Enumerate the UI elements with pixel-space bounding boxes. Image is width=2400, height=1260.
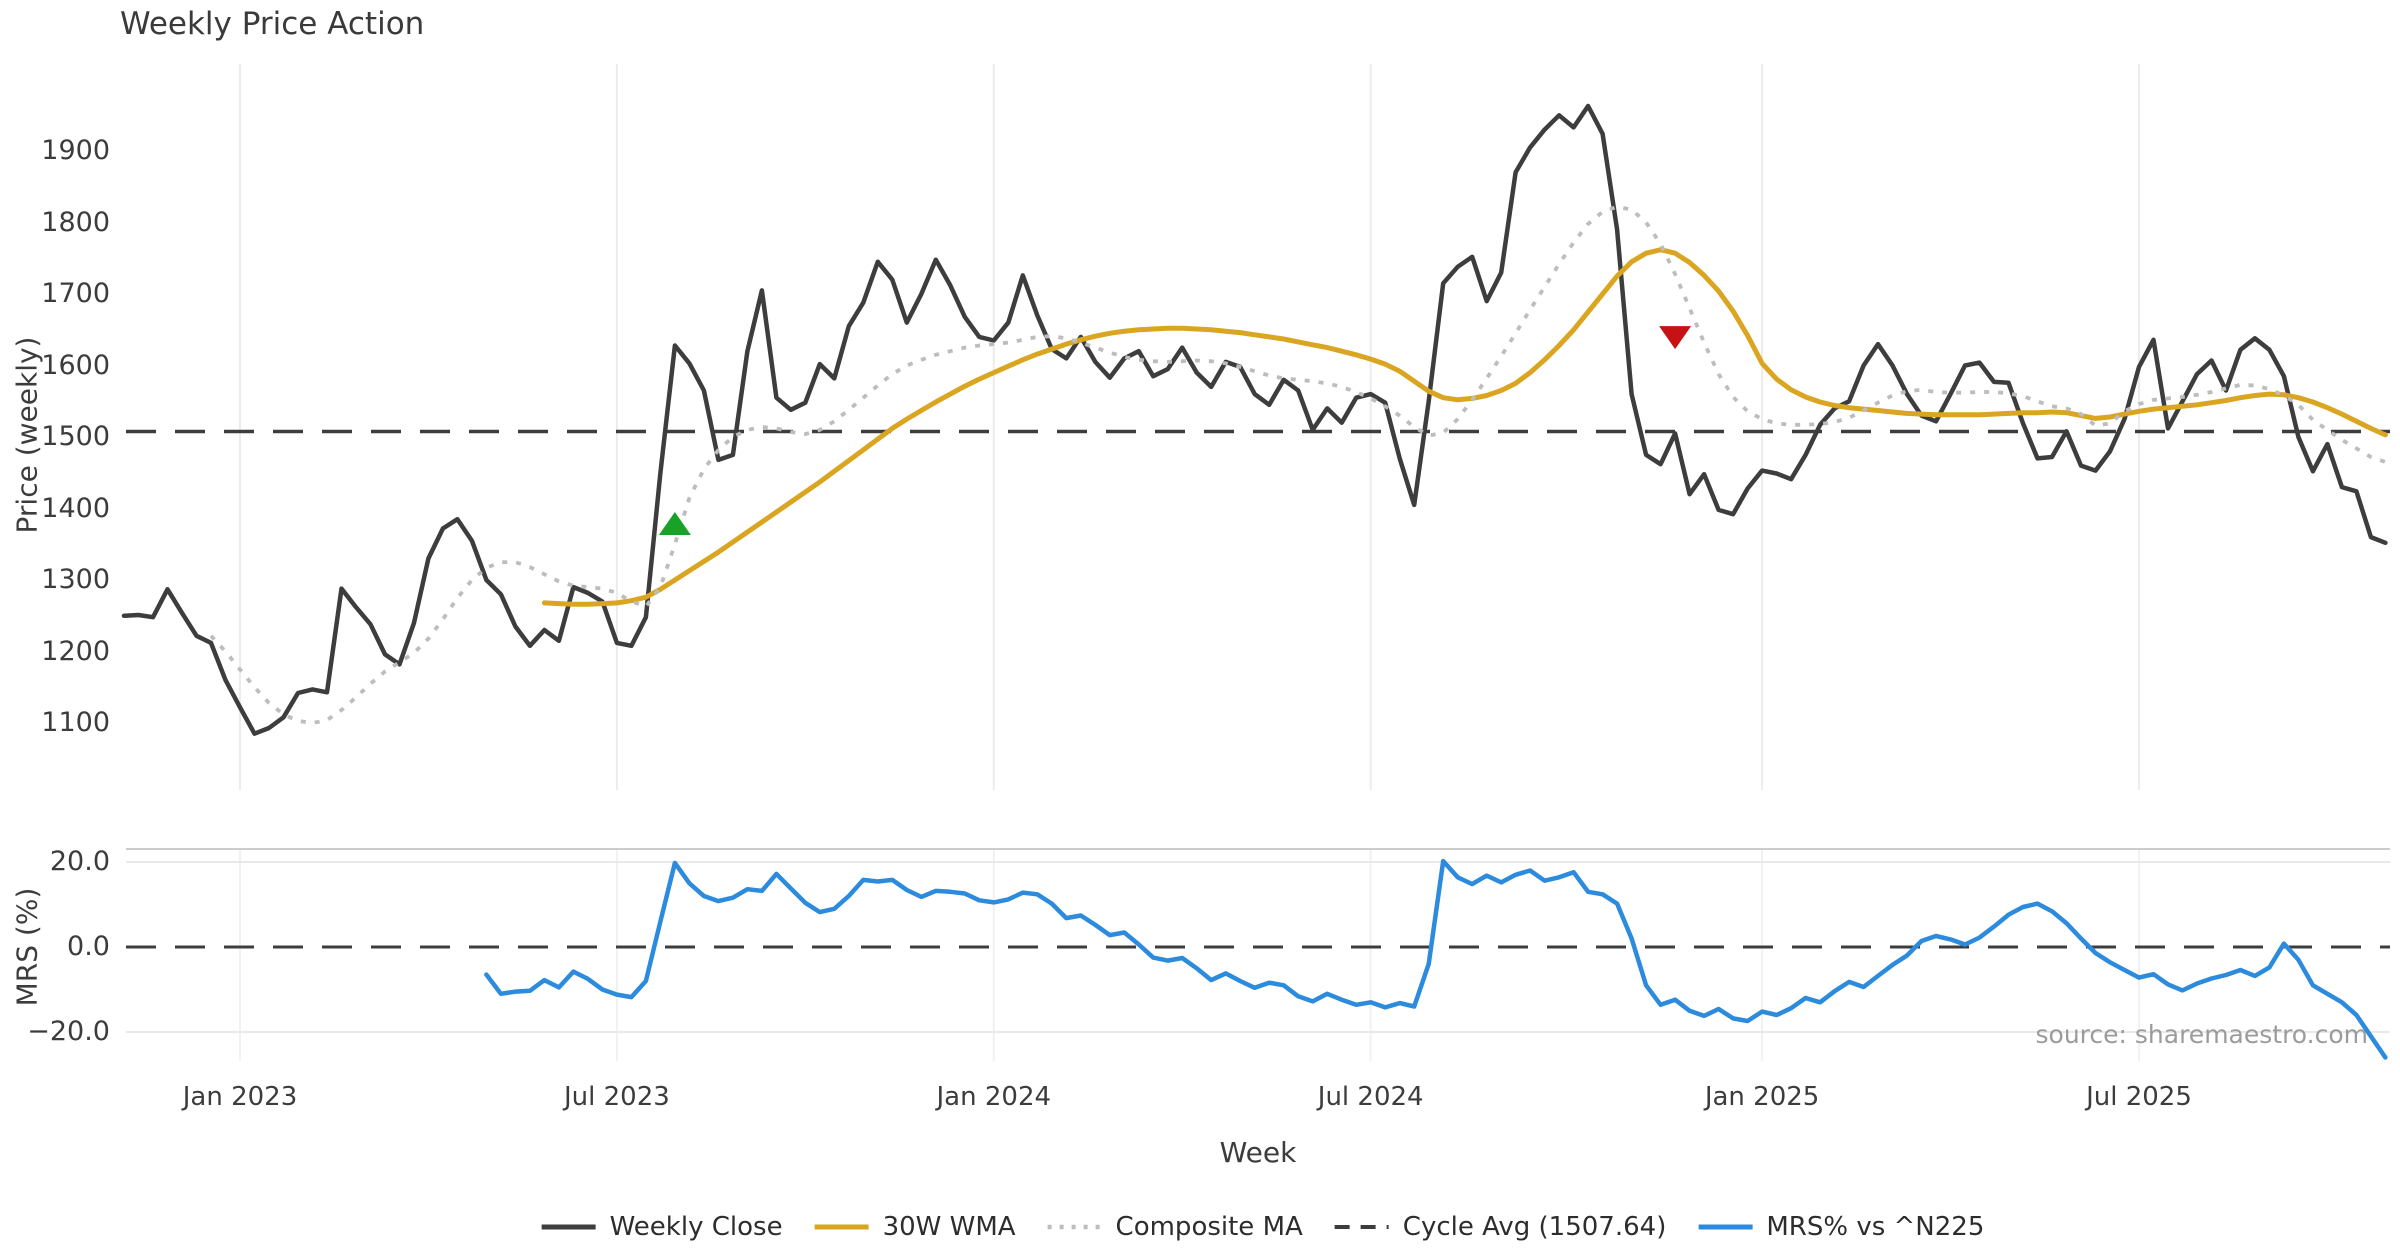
price-ytick-1700: 1700 [41,278,110,309]
legend-item-composite-ma: Composite MA [1046,1212,1303,1242]
price-y-axis: 1900 1800 1700 1600 1500 1400 1300 1200 1100 [0,0,118,1260]
price-ytick-1300: 1300 [41,564,110,595]
legend-item-30w-wma: 30W WMA [813,1212,1016,1242]
x-axis-label: Week [1219,1136,1297,1169]
source-credit: source: sharemaestro.com [2035,1020,2369,1049]
price-ytick-1600: 1600 [41,349,110,381]
legend-line-sample [1334,1225,1389,1229]
price-ytick-1200: 1200 [41,635,110,667]
price-ytick-1500: 1500 [41,421,110,452]
legend-line-sample [814,1224,869,1230]
mrs-ytick--20: −20.0 [27,1016,110,1047]
buy-signal-marker [658,512,691,536]
price-ytick-1400: 1400 [41,492,110,524]
legend: Weekly Close 30W WMA Composite MA Cycle Avg… [540,1212,1984,1242]
legend-label: MRS% vs ^N225 [1766,1212,1985,1242]
legend-label: Cycle Avg (1507.64) [1402,1212,1667,1242]
xtick-jul-2023: Jul 2023 [563,1082,670,1112]
xtick-jul-2025: Jul 2025 [2086,1082,2192,1112]
price-ytick-1900: 1900 [41,135,110,166]
mrs-y-axis: 20.0 0.0 −20.0 [0,0,118,1260]
price-ytick-1100: 1100 [41,707,110,738]
xtick-jan-2025: Jan 2025 [1704,1082,1820,1112]
legend-line-sample [1047,1224,1102,1230]
price-axis-label: Price (weekly) [10,336,44,534]
chart-title: Weekly Price Action [120,6,425,42]
weekly-close-line [121,103,2388,736]
legend-item-cycle-avg-1507-64-: Cycle Avg (1507.64) [1333,1212,1667,1242]
legend-label: Composite MA [1115,1212,1303,1242]
legend-line-sample [1698,1224,1753,1230]
legend-line-sample [541,1224,596,1230]
xtick-jul-2024: Jul 2024 [1317,1082,1424,1112]
legend-item-mrs-vs-n225: MRS% vs ^N225 [1696,1212,1984,1242]
sell-signal-marker [1659,326,1692,350]
mrs-vs-n225-line [484,858,2388,1060]
mrs-ytick-0: 0.0 [67,931,110,962]
legend-label: Weekly Close [609,1212,783,1242]
mrs-axis-label: MRS (%) [10,887,44,1007]
legend-item-weekly-close: Weekly Close [540,1212,783,1242]
xtick-jan-2024: Jan 2024 [936,1082,1052,1112]
price-ytick-1800: 1800 [41,206,110,238]
composite-ma-line [209,204,2387,725]
mrs-ytick-20: 20.0 [49,846,110,877]
30w-wma-line [541,247,2388,607]
xtick-jan-2023: Jan 2023 [182,1082,298,1112]
legend-label: 30W WMA [882,1212,1016,1242]
